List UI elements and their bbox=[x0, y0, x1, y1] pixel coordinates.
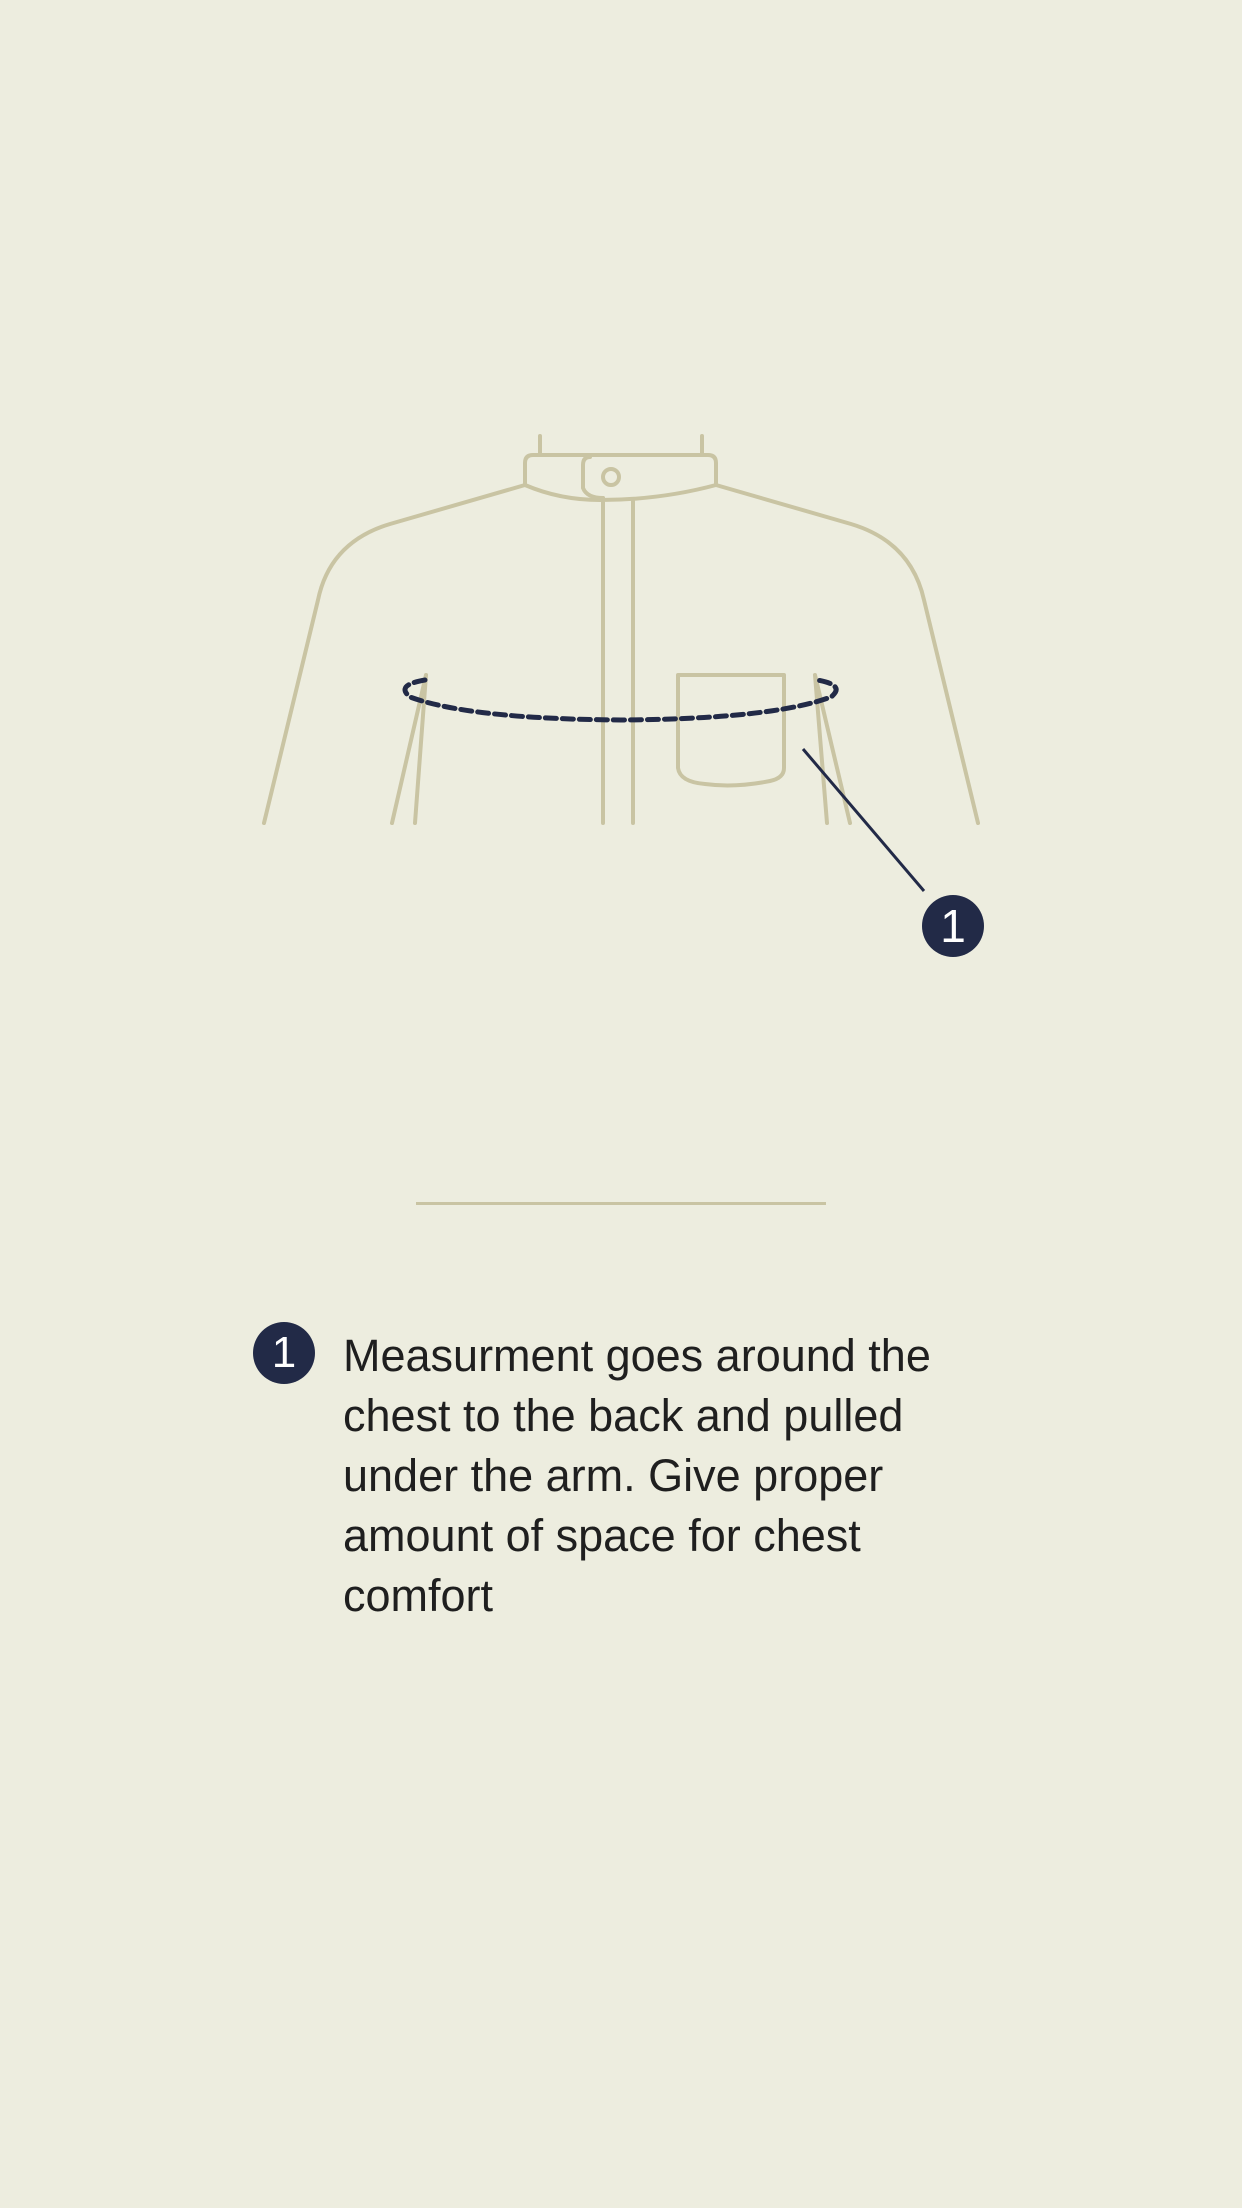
shirt-chest-diagram: 1 bbox=[262, 434, 984, 957]
chest-measure-line bbox=[402, 677, 839, 723]
legend-badge: 1 bbox=[253, 1322, 315, 1384]
shirt-front-icon bbox=[262, 434, 980, 825]
leader-line bbox=[801, 748, 926, 892]
legend-item: 1 Measurment goes around the chest to th… bbox=[253, 1322, 1013, 1626]
legend-description: Measurment goes around the chest to the … bbox=[343, 1330, 931, 1621]
callout-badge: 1 bbox=[922, 895, 984, 957]
section-divider bbox=[416, 1202, 826, 1205]
callout-badge-number: 1 bbox=[940, 900, 966, 952]
